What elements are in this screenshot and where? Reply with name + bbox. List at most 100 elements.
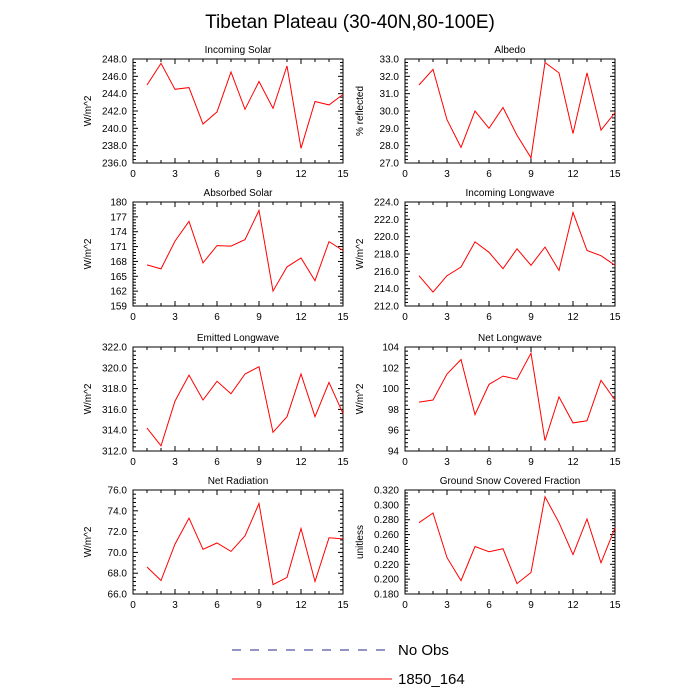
y-tick-label: 98 xyxy=(388,405,400,416)
panel-5: Emitted Longwave 0 3 6 9 12 15 312.0 314.0 316.0 3… xyxy=(83,333,349,468)
x-tick-label: 9 xyxy=(528,457,534,468)
y-tick-label: 0.220 xyxy=(374,560,399,571)
x-tick-label: 3 xyxy=(444,457,450,468)
plot-frame xyxy=(132,58,344,164)
y-axis-label: W/m^2 xyxy=(83,95,94,126)
y-tick-label: 0.300 xyxy=(374,500,399,511)
panels: Incoming Solar 0 3 6 9 12 15 236.0 238.0 240.0 242… xyxy=(83,45,621,611)
y-tick-label: 30.0 xyxy=(380,107,400,118)
y-tick-label: 66.0 xyxy=(108,590,128,601)
panel-title: Emitted Longwave xyxy=(197,333,280,344)
x-tick-label: 12 xyxy=(567,169,579,180)
y-tick-label: 238.0 xyxy=(102,141,127,152)
x-tick-label: 0 xyxy=(130,169,136,180)
plot-frame xyxy=(132,489,344,595)
panel-2: Albedo 0 3 6 9 12 15 27.0 28.0 29.0 30.0 31.0 32.0 33… xyxy=(355,45,621,180)
x-tick-label: 0 xyxy=(402,600,408,611)
y-tick-label: 224.0 xyxy=(374,198,399,209)
x-tick-label: 9 xyxy=(528,169,534,180)
panel-title: Net Longwave xyxy=(478,333,542,344)
y-tick-label: 177 xyxy=(110,212,127,223)
series-line-1850-164 xyxy=(146,208,344,293)
y-tick-label: 212.0 xyxy=(374,302,399,313)
x-tick-label: 15 xyxy=(609,312,621,323)
x-tick-label: 6 xyxy=(486,600,492,611)
x-tick-label: 0 xyxy=(130,457,136,468)
x-tick-label: 9 xyxy=(256,600,262,611)
panel-7: Net Radiation 0 3 6 9 12 15 66.0 68.0 70.0 72.0 74.… xyxy=(83,476,349,611)
x-tick-label: 9 xyxy=(256,312,262,323)
series-line-1850-164 xyxy=(418,61,616,160)
y-tick-label: 171 xyxy=(110,242,127,253)
x-tick-label: 6 xyxy=(486,169,492,180)
y-tick-label: 29.0 xyxy=(380,124,400,135)
x-tick-label: 15 xyxy=(337,457,349,468)
y-axis-label: W/m^2 xyxy=(83,238,94,269)
y-axis-label: W/m^2 xyxy=(355,383,366,414)
y-tick-label: 174 xyxy=(110,227,127,238)
y-tick-label: 320.0 xyxy=(102,363,127,374)
x-tick-label: 3 xyxy=(172,169,178,180)
y-tick-label: 218.0 xyxy=(374,250,399,261)
y-tick-label: 27.0 xyxy=(380,159,400,170)
x-tick-label: 9 xyxy=(528,600,534,611)
y-tick-label: 240.0 xyxy=(102,124,127,135)
series-line-1850-164 xyxy=(418,210,616,293)
x-tick-label: 0 xyxy=(402,457,408,468)
y-axis-label: W/m^2 xyxy=(83,383,94,414)
panel-8: Ground Snow Covered Fraction 0 3 6 9 12 15 0.18… xyxy=(355,476,621,611)
y-tick-label: 236.0 xyxy=(102,159,127,170)
panel-title: Net Radiation xyxy=(208,476,269,487)
series-line-1850-164 xyxy=(146,366,344,447)
x-tick-label: 9 xyxy=(528,312,534,323)
y-tick-label: 316.0 xyxy=(102,405,127,416)
y-tick-label: 220.0 xyxy=(374,232,399,243)
x-tick-label: 6 xyxy=(214,457,220,468)
y-tick-label: 104 xyxy=(382,343,399,354)
y-tick-label: 242.0 xyxy=(102,107,127,118)
y-tick-label: 244.0 xyxy=(102,89,127,100)
plot-frame xyxy=(404,201,616,307)
y-tick-label: 72.0 xyxy=(108,527,128,538)
y-tick-label: 0.240 xyxy=(374,545,399,556)
y-axis-label: W/m^2 xyxy=(355,238,366,269)
x-tick-label: 12 xyxy=(295,312,307,323)
x-tick-label: 12 xyxy=(567,457,579,468)
x-tick-label: 0 xyxy=(402,169,408,180)
panel-title: Absorbed Solar xyxy=(204,188,274,199)
panel-title: Incoming Longwave xyxy=(466,188,555,199)
x-tick-label: 0 xyxy=(130,600,136,611)
plot-frame xyxy=(132,346,344,452)
panel-4: Incoming Longwave 0 3 6 9 12 15 212.0 214.0 216.0… xyxy=(355,188,621,323)
x-tick-label: 12 xyxy=(295,169,307,180)
figure-title: Tibetan Plateau (30-40N,80-100E) xyxy=(205,12,495,33)
y-tick-label: 96 xyxy=(388,426,400,437)
legend: No Obs 1850_164 xyxy=(232,642,465,688)
y-tick-label: 0.320 xyxy=(374,486,399,497)
y-tick-label: 70.0 xyxy=(108,548,128,559)
y-tick-label: 216.0 xyxy=(374,267,399,278)
legend-label: 1850_164 xyxy=(398,671,465,688)
series-line-1850-164 xyxy=(418,351,616,441)
x-tick-label: 9 xyxy=(256,169,262,180)
x-tick-label: 15 xyxy=(609,457,621,468)
y-tick-label: 165 xyxy=(110,272,127,283)
panel-1: Incoming Solar 0 3 6 9 12 15 236.0 238.0 240.0 242… xyxy=(83,45,349,180)
x-tick-label: 0 xyxy=(130,312,136,323)
y-tick-label: 32.0 xyxy=(380,72,400,83)
y-tick-label: 28.0 xyxy=(380,141,400,152)
x-tick-label: 15 xyxy=(609,600,621,611)
plot-frame xyxy=(404,58,616,164)
y-tick-label: 68.0 xyxy=(108,569,128,580)
panel-3: Absorbed Solar 0 3 6 9 12 15 159 162 165 168 171 174… xyxy=(83,188,349,323)
x-tick-label: 15 xyxy=(337,169,349,180)
series-line-1850-164 xyxy=(146,62,344,149)
x-tick-label: 6 xyxy=(214,169,220,180)
y-tick-label: 322.0 xyxy=(102,343,127,354)
y-tick-label: 214.0 xyxy=(374,284,399,295)
x-tick-label: 3 xyxy=(172,457,178,468)
series-line-1850-164 xyxy=(418,495,616,585)
y-tick-label: 74.0 xyxy=(108,506,128,517)
y-tick-label: 0.180 xyxy=(374,590,399,601)
